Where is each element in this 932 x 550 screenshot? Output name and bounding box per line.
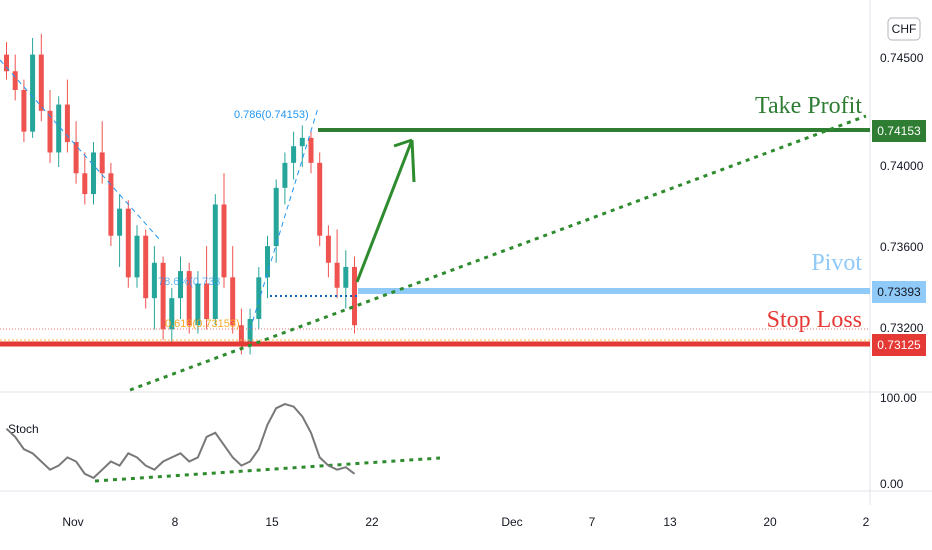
candle-body bbox=[317, 162, 323, 236]
candle-body bbox=[117, 208, 123, 236]
candle-body bbox=[21, 89, 27, 132]
candle-body bbox=[91, 152, 96, 195]
candle-body bbox=[204, 283, 210, 319]
candle-body bbox=[38, 54, 44, 111]
currency-label: CHF bbox=[892, 22, 917, 36]
candle-body bbox=[186, 271, 192, 326]
candle-body bbox=[299, 137, 305, 147]
candle-body bbox=[291, 146, 297, 163]
stop-loss-badge: 0.73125 bbox=[872, 334, 926, 356]
candle-body bbox=[325, 235, 331, 263]
svg-text:0.73125: 0.73125 bbox=[877, 338, 921, 352]
candle-body bbox=[12, 71, 18, 90]
candle-body bbox=[273, 187, 279, 247]
svg-text:0.73393: 0.73393 bbox=[877, 285, 921, 299]
candle-body bbox=[282, 162, 288, 188]
candle-body bbox=[47, 110, 53, 153]
stoch-trendline bbox=[94, 456, 441, 483]
candle-body bbox=[143, 235, 149, 299]
time-tick-20: 20 bbox=[763, 515, 777, 529]
candle-body bbox=[30, 54, 36, 132]
candle-body bbox=[99, 152, 105, 174]
stoch-tick-100: 100.00 bbox=[880, 391, 917, 405]
candle-body bbox=[82, 173, 88, 195]
candle-body bbox=[56, 104, 62, 153]
candle-body bbox=[334, 262, 340, 288]
take-profit-badge: 0.74153 bbox=[872, 120, 926, 142]
candle-body bbox=[256, 277, 262, 319]
fib-retracement-line bbox=[0, 59, 161, 241]
stoch-line bbox=[5, 403, 356, 480]
stoch-tick-0: 0.00 bbox=[880, 477, 904, 491]
time-tick-8: 8 bbox=[172, 515, 179, 529]
candle-body bbox=[151, 262, 157, 299]
take-profit-label: Take Profit bbox=[755, 93, 862, 119]
candle-body bbox=[160, 262, 166, 330]
candle-body bbox=[4, 54, 9, 72]
fib-extension-line bbox=[249, 107, 319, 331]
price-tick-0: 0.74500 bbox=[880, 51, 924, 65]
time-tick-dec: Dec bbox=[501, 515, 522, 529]
candle-body bbox=[238, 325, 244, 347]
candle-body bbox=[169, 298, 175, 330]
stoch-indicator-label: Stoch bbox=[8, 422, 39, 436]
candle-body bbox=[134, 235, 140, 278]
currency-button[interactable]: CHF bbox=[887, 17, 921, 41]
candle-body bbox=[64, 104, 70, 143]
price-tick-2: 0.73600 bbox=[880, 240, 924, 254]
candle-body bbox=[265, 246, 270, 278]
time-tick-7: 7 bbox=[589, 515, 596, 529]
candle-body bbox=[125, 208, 131, 278]
time-tick-15: 15 bbox=[265, 515, 279, 529]
price-tick-3: 0.73200 bbox=[880, 321, 924, 335]
candle-body bbox=[195, 283, 201, 326]
projection-arrow bbox=[355, 138, 416, 283]
candle-body bbox=[108, 173, 114, 236]
candle-body bbox=[343, 266, 349, 288]
candle-body bbox=[178, 271, 183, 299]
price-trendline bbox=[129, 114, 867, 392]
candle-body bbox=[352, 266, 357, 326]
time-tick-nov: Nov bbox=[62, 515, 83, 529]
fib-label-top: 0.786(0.74153) bbox=[234, 109, 309, 121]
stop-loss-label: Stop Loss bbox=[767, 307, 862, 333]
pivot-label: Pivot bbox=[811, 250, 862, 276]
fib-label-low: 0.618(0.73153) bbox=[165, 318, 240, 330]
candle-body bbox=[308, 137, 314, 163]
pivot-badge: 0.73393 bbox=[872, 281, 926, 303]
candle-body bbox=[247, 318, 253, 347]
fib-label-mid: 78.6%(0.733 bbox=[158, 276, 220, 288]
candle-body bbox=[212, 204, 218, 319]
time-tick-22: 22 bbox=[365, 515, 379, 529]
candles-group bbox=[4, 33, 357, 355]
candle-body bbox=[230, 277, 236, 326]
candle-body bbox=[221, 204, 227, 278]
time-tick-13: 13 bbox=[663, 515, 677, 529]
price-tick-1: 0.74000 bbox=[880, 159, 924, 173]
time-tick-2: 2 bbox=[863, 515, 870, 529]
candle-body bbox=[73, 142, 79, 174]
svg-text:0.74153: 0.74153 bbox=[877, 124, 921, 138]
